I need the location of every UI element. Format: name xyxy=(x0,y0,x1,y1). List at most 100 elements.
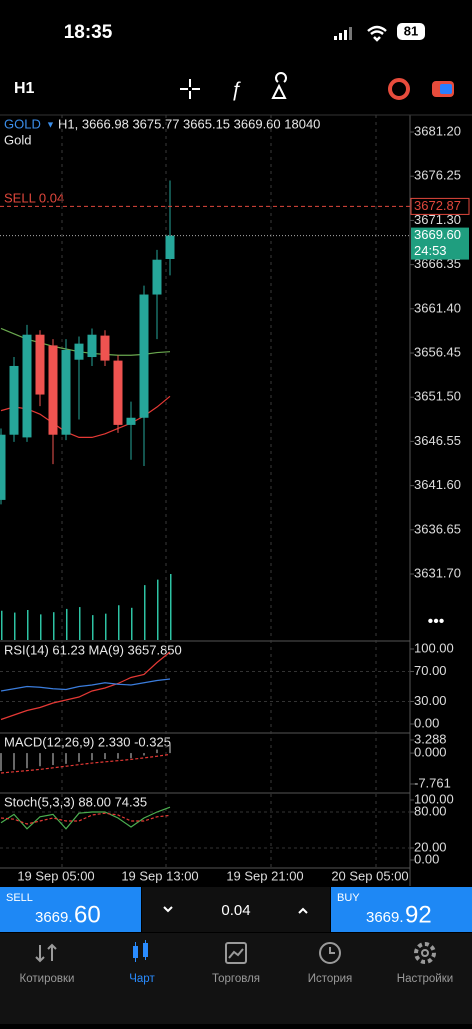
stoch-tick-label: 80.00 xyxy=(414,803,447,818)
volume-bar xyxy=(40,614,42,640)
candle-body xyxy=(35,334,45,395)
rsi-tick-label: 30.00 xyxy=(414,693,447,708)
trade-nav-icon[interactable] xyxy=(225,942,247,964)
stoch-title: Stoch(5,3,3) 88.00 74.35 xyxy=(4,794,147,809)
macd-bar xyxy=(52,753,54,766)
candle-body xyxy=(48,345,58,435)
time-label: 19 Sep 05:00 xyxy=(17,868,94,883)
rsi-tick-label: 0.00 xyxy=(414,715,439,730)
volume-bar xyxy=(118,605,120,640)
settings-icon[interactable] xyxy=(414,942,436,964)
chart-icon[interactable] xyxy=(133,940,148,962)
bid-price: 3669.60 xyxy=(414,227,461,242)
macd-bar xyxy=(117,753,119,759)
nav-label[interactable]: Чарт xyxy=(129,973,155,985)
history-icon[interactable] xyxy=(319,942,341,964)
price-tick-label: 3646.55 xyxy=(414,433,461,448)
more-icon[interactable]: ••• xyxy=(428,613,445,630)
volume-bar xyxy=(144,585,146,640)
symbol-description: Gold xyxy=(4,132,31,147)
candle-body xyxy=(100,335,110,361)
stoch-main xyxy=(0,806,171,830)
nav-label[interactable]: История xyxy=(308,973,353,985)
nav-label[interactable]: Торговля xyxy=(212,973,260,985)
volume-bar xyxy=(157,579,159,640)
clock: 18:35 xyxy=(64,22,113,43)
price-tick-label: 3666.35 xyxy=(414,256,461,271)
price-tick-label: 3681.20 xyxy=(414,123,461,138)
volume-bar xyxy=(92,615,94,640)
nav-bar xyxy=(0,933,472,1024)
candle-body xyxy=(74,343,84,360)
volume[interactable]: 0.04 xyxy=(221,902,250,919)
stoch-tick-label: 100.00 xyxy=(414,791,454,806)
stoch-tick-label: 0.00 xyxy=(414,851,439,866)
candle-body xyxy=(9,365,19,435)
macd-bar xyxy=(91,753,93,761)
battery xyxy=(397,23,425,40)
volume-bar xyxy=(27,610,29,640)
nav-label[interactable]: Настройки xyxy=(397,973,453,985)
volume-box xyxy=(142,887,330,932)
macd-bar xyxy=(130,753,132,759)
indicators-icon[interactable]: ƒ xyxy=(230,78,241,100)
stoch-signal xyxy=(0,812,171,825)
crosshair-icon[interactable] xyxy=(180,79,200,99)
price-tick-label: 3656.45 xyxy=(414,344,461,359)
candle-body xyxy=(152,259,162,295)
battery-level: 81 xyxy=(404,23,418,38)
timeframe[interactable]: H1 xyxy=(14,80,35,97)
candle-body xyxy=(87,334,97,358)
quotes-icon[interactable] xyxy=(35,943,57,963)
price-tick-label: 3661.40 xyxy=(414,300,461,315)
volume-bar xyxy=(105,613,107,640)
candle-body xyxy=(165,235,175,259)
symbol: GOLD xyxy=(4,116,41,131)
candle-body xyxy=(0,434,6,500)
order-label: SELL 0.04 xyxy=(4,190,64,205)
time-label: 20 Sep 05:00 xyxy=(331,868,408,883)
volume-bar xyxy=(79,607,81,640)
nav-label[interactable]: Котировки xyxy=(20,973,75,985)
volume-up[interactable] xyxy=(298,907,308,914)
volume-bar xyxy=(131,607,133,640)
macd-tick-label: 3.288 xyxy=(414,731,447,746)
sell-button[interactable] xyxy=(0,887,141,932)
macd-bar xyxy=(78,753,80,762)
buy-button[interactable] xyxy=(331,887,472,932)
rsi-title: RSI(14) 61.23 MA(9) 3657.850 xyxy=(4,642,182,657)
macd-bar xyxy=(169,743,171,754)
buy-price-frac: 92 xyxy=(405,901,432,928)
candle-body xyxy=(139,294,149,418)
candle-body xyxy=(61,349,71,435)
order-price: 3672.87 xyxy=(414,198,461,213)
volume-bar xyxy=(66,608,68,640)
volume-bar xyxy=(1,610,3,640)
candle-body xyxy=(22,334,32,438)
price-tick-label: 3641.60 xyxy=(414,477,461,492)
macd-bar xyxy=(156,749,158,754)
symbol-dropdown[interactable]: ▼ xyxy=(46,119,55,129)
macd-bar xyxy=(104,753,106,760)
volume-bar xyxy=(170,574,172,640)
time-label: 19 Sep 13:00 xyxy=(121,868,198,883)
macd-tick-label: -7.761 xyxy=(414,775,451,790)
trade-nav-icon-line xyxy=(228,948,244,959)
bar-timer: 24:53 xyxy=(414,243,447,258)
time-label: 19 Sep 21:00 xyxy=(226,868,303,883)
macd-title: MACD(12,26,9) 2.330 -0.325 xyxy=(4,734,171,749)
macd-signal xyxy=(0,753,171,774)
price-tick-label: 3671.30 xyxy=(414,212,461,227)
ohlc-info: H1, 3666.98 3675.77 3665.15 3669.60 1804… xyxy=(58,116,320,131)
macd-bar xyxy=(26,753,28,769)
sell-price-int: 3669. xyxy=(35,909,73,926)
price-tick-label: 3636.65 xyxy=(414,521,461,536)
oneclick-icon[interactable] xyxy=(388,78,410,100)
candle-body xyxy=(113,360,123,425)
stoch-tick-label: 20.00 xyxy=(414,839,447,854)
volume-down[interactable] xyxy=(163,906,173,913)
bid-tag xyxy=(411,227,469,260)
objects-icon[interactable] xyxy=(271,72,287,99)
